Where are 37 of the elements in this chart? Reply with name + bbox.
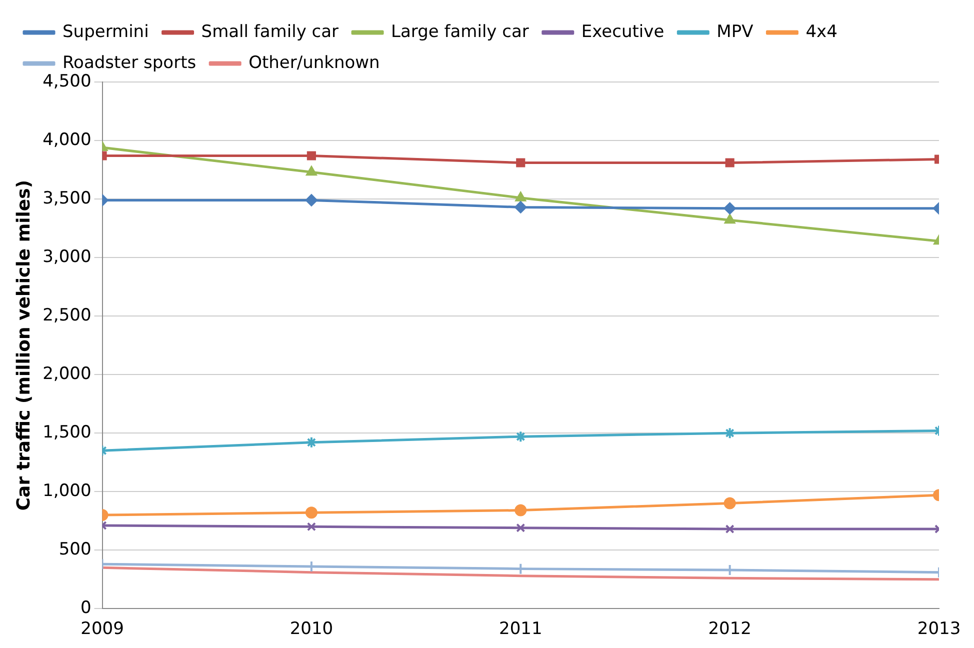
y-tick-label: 3,500 <box>42 188 92 208</box>
y-tick-label: 2,000 <box>42 364 92 384</box>
point <box>306 166 317 176</box>
y-tick-label: 1,000 <box>42 481 92 501</box>
point <box>516 158 526 168</box>
legend-label: Executive <box>581 22 664 42</box>
point <box>515 192 526 202</box>
x-tick-label: 2011 <box>499 619 542 640</box>
legend-label: MPV <box>716 22 754 42</box>
point <box>724 214 736 224</box>
x-tick-label: 2013 <box>917 619 961 640</box>
y-tick-label: 4,000 <box>42 130 92 150</box>
point <box>725 158 734 168</box>
y-tick-label: 3,000 <box>42 246 92 267</box>
x-tick-label: 2012 <box>708 619 752 640</box>
y-tick-label: 1,500 <box>42 422 92 442</box>
point <box>516 523 526 532</box>
x-tick-label: 2009 <box>80 619 124 640</box>
point <box>725 524 734 534</box>
legend-label: Supermini <box>62 22 149 42</box>
point <box>724 202 736 214</box>
legend-label: 4x4 <box>806 22 838 42</box>
y-tick-label: 500 <box>58 540 92 560</box>
legend-label: Other/unknown <box>248 52 380 73</box>
legend-label: Large family car <box>391 22 529 42</box>
y-tick-label: 0 <box>80 598 92 618</box>
legend-label: Small family car <box>201 22 339 42</box>
y-tick-label: 4,500 <box>42 71 92 92</box>
y-axis-title: Car traffic (million vehicle miles) <box>13 180 34 511</box>
x-tick-label: 2010 <box>290 619 334 640</box>
point <box>724 497 736 510</box>
y-tick-label: 2,500 <box>42 305 92 326</box>
point <box>514 201 527 214</box>
legend-label: Roadster sports <box>62 52 196 73</box>
point <box>514 504 527 516</box>
point <box>514 562 527 575</box>
point <box>514 430 527 443</box>
